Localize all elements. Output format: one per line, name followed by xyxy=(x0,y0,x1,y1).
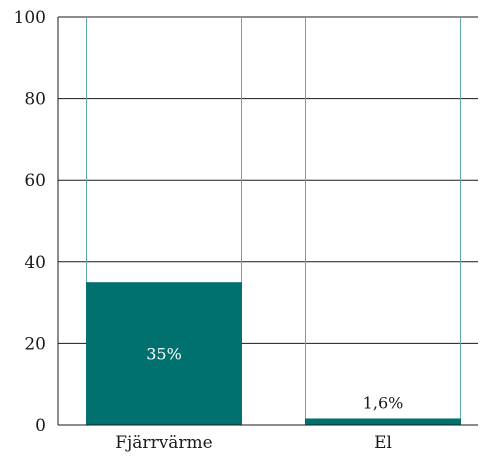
y-tick-label: 0 xyxy=(35,416,46,436)
y-tick-label: 80 xyxy=(24,90,46,110)
y-tick-label: 60 xyxy=(24,171,46,191)
data-label: 35% xyxy=(146,345,182,364)
category-label: Fjärrvärme xyxy=(115,433,213,453)
category-label: El xyxy=(374,433,392,453)
bar-slot-outline xyxy=(305,17,461,425)
axes xyxy=(57,17,478,426)
bars xyxy=(86,282,461,425)
data-label: 1,6% xyxy=(363,393,404,412)
bar-2 xyxy=(305,418,461,425)
y-tick-label: 20 xyxy=(24,334,46,354)
y-tick-label: 100 xyxy=(14,8,46,28)
y-tick-label: 40 xyxy=(24,253,46,273)
bar-1 xyxy=(86,282,242,425)
labels: 0 20 40 60 80 100 Fjärrvärme 35% El 1,6% xyxy=(14,8,404,453)
